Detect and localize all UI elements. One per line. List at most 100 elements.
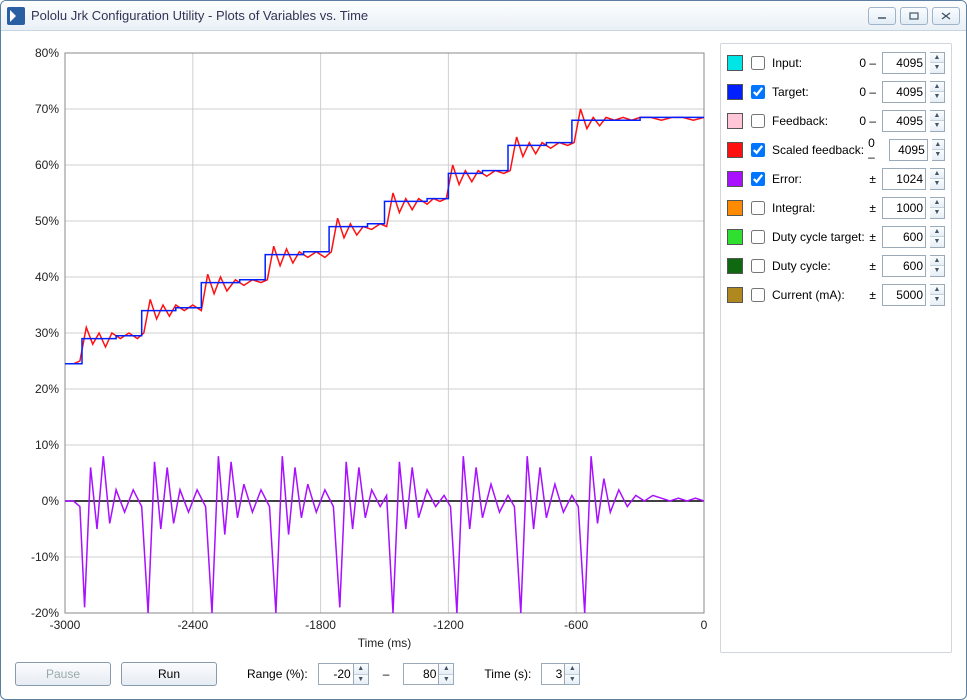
legend-row: Feedback: 0 – 4095▲▼ bbox=[727, 106, 945, 135]
legend-swatch bbox=[727, 287, 743, 303]
time-spin-buttons[interactable]: ▲▼ bbox=[565, 663, 580, 685]
legend-range-value[interactable]: 4095 bbox=[882, 110, 926, 132]
legend-range-value[interactable]: 4095 bbox=[882, 81, 926, 103]
titlebar: Pololu Jrk Configuration Utility - Plots… bbox=[1, 1, 966, 31]
legend-label: Target: bbox=[772, 85, 855, 99]
legend-range-prefix: ± bbox=[869, 259, 876, 273]
range-min-value[interactable]: -20 bbox=[318, 663, 354, 685]
legend-checkbox[interactable] bbox=[751, 172, 765, 186]
main-row: -20%-10%0%10%20%30%40%50%60%70%80%-3000-… bbox=[15, 43, 952, 653]
legend-swatch bbox=[727, 142, 743, 158]
svg-text:-10%: -10% bbox=[31, 550, 59, 564]
range-separator: – bbox=[383, 667, 390, 681]
plot-panel: -20%-10%0%10%20%30%40%50%60%70%80%-3000-… bbox=[15, 43, 710, 653]
minimize-button[interactable] bbox=[868, 7, 896, 25]
pause-button[interactable]: Pause bbox=[15, 662, 111, 686]
svg-text:70%: 70% bbox=[35, 102, 59, 116]
svg-text:60%: 60% bbox=[35, 158, 59, 172]
svg-text:-3000: -3000 bbox=[50, 618, 81, 632]
legend-checkbox[interactable] bbox=[751, 230, 765, 244]
legend-range-value[interactable]: 1000 bbox=[882, 197, 926, 219]
legend-range-spinner[interactable]: ▲▼ bbox=[930, 168, 945, 190]
svg-text:0: 0 bbox=[701, 618, 708, 632]
range-min-spin-buttons[interactable]: ▲▼ bbox=[354, 663, 369, 685]
legend-swatch bbox=[727, 113, 743, 129]
range-max-spin-buttons[interactable]: ▲▼ bbox=[439, 663, 454, 685]
legend-range-spinner[interactable]: ▲▼ bbox=[930, 197, 945, 219]
legend-range-spinner[interactable]: ▲▼ bbox=[930, 226, 945, 248]
legend-label: Input: bbox=[772, 56, 855, 70]
range-max-value[interactable]: 80 bbox=[403, 663, 439, 685]
svg-text:80%: 80% bbox=[35, 46, 59, 60]
legend-range-spinner[interactable]: ▲▼ bbox=[930, 52, 945, 74]
maximize-button[interactable] bbox=[900, 7, 928, 25]
legend-range-prefix: 0 – bbox=[859, 114, 876, 128]
close-button[interactable] bbox=[932, 7, 960, 25]
legend-range-value[interactable]: 600 bbox=[882, 255, 926, 277]
svg-text:-1800: -1800 bbox=[305, 618, 336, 632]
legend-checkbox[interactable] bbox=[751, 259, 765, 273]
legend-range-value[interactable]: 4095 bbox=[889, 139, 928, 161]
legend-range-value[interactable]: 5000 bbox=[882, 284, 926, 306]
legend-range-prefix: ± bbox=[869, 201, 876, 215]
run-button[interactable]: Run bbox=[121, 662, 217, 686]
legend-range-spinner[interactable]: ▲▼ bbox=[932, 139, 945, 161]
legend-swatch bbox=[727, 229, 743, 245]
legend-checkbox[interactable] bbox=[751, 114, 765, 128]
legend-row: Target: 0 – 4095▲▼ bbox=[727, 77, 945, 106]
legend-range-prefix: ± bbox=[869, 230, 876, 244]
plot-chart: -20%-10%0%10%20%30%40%50%60%70%80%-3000-… bbox=[15, 43, 710, 653]
app-icon bbox=[7, 7, 25, 25]
legend-label: Feedback: bbox=[772, 114, 855, 128]
legend-label: Current (mA): bbox=[772, 288, 865, 302]
legend-label: Error: bbox=[772, 172, 865, 186]
legend-range-spinner[interactable]: ▲▼ bbox=[930, 284, 945, 306]
legend-range-value[interactable]: 4095 bbox=[882, 52, 926, 74]
legend-range-spinner[interactable]: ▲▼ bbox=[930, 255, 945, 277]
content-area: -20%-10%0%10%20%30%40%50%60%70%80%-3000-… bbox=[1, 31, 966, 699]
legend-swatch bbox=[727, 55, 743, 71]
legend-row: Integral: ±1000▲▼ bbox=[727, 193, 945, 222]
app-window: Pololu Jrk Configuration Utility - Plots… bbox=[0, 0, 967, 700]
legend-row: Duty cycle:±600▲▼ bbox=[727, 251, 945, 280]
legend-range-spinner[interactable]: ▲▼ bbox=[930, 110, 945, 132]
legend-range-prefix: ± bbox=[869, 288, 876, 302]
svg-text:10%: 10% bbox=[35, 438, 59, 452]
legend-swatch bbox=[727, 171, 743, 187]
legend-range-prefix: 0 – bbox=[859, 85, 876, 99]
legend-range-spinner[interactable]: ▲▼ bbox=[930, 81, 945, 103]
range-min-spinner[interactable]: -20 ▲▼ bbox=[318, 663, 369, 685]
legend-swatch bbox=[727, 84, 743, 100]
svg-text:0%: 0% bbox=[42, 494, 60, 508]
svg-text:50%: 50% bbox=[35, 214, 59, 228]
legend-label: Integral: bbox=[772, 201, 865, 215]
legend-range-value[interactable]: 1024 bbox=[882, 168, 926, 190]
legend-row: Scaled feedback:0 –4095▲▼ bbox=[727, 135, 945, 164]
svg-text:40%: 40% bbox=[35, 270, 59, 284]
range-max-spinner[interactable]: 80 ▲▼ bbox=[403, 663, 454, 685]
time-spinner[interactable]: 3 ▲▼ bbox=[541, 663, 580, 685]
legend-row: Input: 0 – 4095▲▼ bbox=[727, 48, 945, 77]
legend-checkbox[interactable] bbox=[751, 288, 765, 302]
legend-row: Error:±1024▲▼ bbox=[727, 164, 945, 193]
range-label: Range (%): bbox=[247, 667, 308, 681]
legend-range-prefix: 0 – bbox=[859, 56, 876, 70]
legend-row: Duty cycle target:±600▲▼ bbox=[727, 222, 945, 251]
svg-text:-1200: -1200 bbox=[433, 618, 464, 632]
time-value[interactable]: 3 bbox=[541, 663, 565, 685]
window-title: Pololu Jrk Configuration Utility - Plots… bbox=[31, 8, 868, 23]
svg-text:Time (ms): Time (ms) bbox=[358, 636, 412, 650]
legend-checkbox[interactable] bbox=[751, 143, 765, 157]
legend-panel: Input:0 –4095▲▼Target:0 –4095▲▼Feedback:… bbox=[720, 43, 952, 653]
legend-checkbox[interactable] bbox=[751, 56, 765, 70]
legend-checkbox[interactable] bbox=[751, 201, 765, 215]
legend-range-value[interactable]: 600 bbox=[882, 226, 926, 248]
window-buttons bbox=[868, 7, 960, 25]
svg-text:-600: -600 bbox=[564, 618, 588, 632]
legend-checkbox[interactable] bbox=[751, 85, 765, 99]
legend-label: Scaled feedback: bbox=[772, 143, 864, 157]
svg-text:30%: 30% bbox=[35, 326, 59, 340]
legend-row: Current (mA): ±5000▲▼ bbox=[727, 280, 945, 309]
legend-swatch bbox=[727, 200, 743, 216]
svg-text:-2400: -2400 bbox=[177, 618, 208, 632]
